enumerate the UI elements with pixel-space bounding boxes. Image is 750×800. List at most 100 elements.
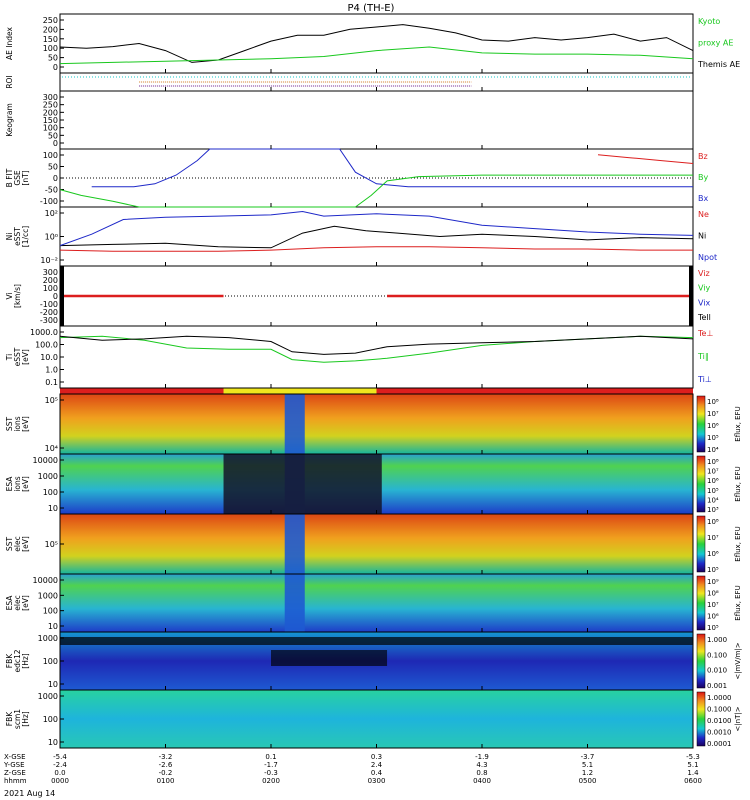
y-tick-label-ae: 250 [43,16,58,25]
y-tick-label-vi: -100 [40,300,58,309]
legend-ni: Ni [698,232,706,241]
y-label-fbk_b: scm1 [13,709,22,729]
spectrogram-sst_i [60,394,693,454]
plot-title: P4 (TH-E) [348,3,395,14]
ephemeris-value: -3.7 [581,753,595,761]
colorbar-label-sst_e: 10⁸ [707,518,719,526]
y-tick-label-bfit: 100 [43,151,58,160]
colorbar-title-esa_e: Eflux, EFU [734,585,742,620]
ephemeris-value: 0600 [684,777,702,785]
legend-ni: Npot [698,253,717,262]
y-label-ti: [eV] [21,349,30,365]
y-label-fbk_b: [Hz] [21,711,30,727]
ephemeris-value: 5.1 [687,761,698,769]
legend-bfit: By [698,173,708,182]
colorbar-label-esa_e: 10⁹ [707,578,719,586]
panel-frame-ae [59,13,694,74]
colorbar-label-esa_i: 10⁶ [707,477,719,485]
ephemeris-value: 0000 [51,777,69,785]
y-label-kp: Keogram [5,103,14,137]
legend-vi: Viy [698,284,711,293]
ephemeris-value: -5.3 [686,753,700,761]
y-tick-label-esa_i: 10 [48,504,58,513]
panel-frame-ni [59,206,694,267]
ephemeris-label: hhmm [4,777,27,785]
series-ni-6 [59,210,694,247]
y-label-bfit: GSE [13,170,22,186]
colorbar-label-fbk_b: 1.0000 [707,694,732,702]
ephemeris-value: 1.2 [582,769,593,777]
y-tick-label-esa_i: 1000 [38,472,58,481]
y-label-fbk_e: [Hz] [21,653,30,669]
colorbar-label-fbk_b: 0.1000 [707,706,732,714]
legend-vi: Tell [697,313,711,322]
date-label: 2021 Aug 14 [4,789,55,798]
y-label-sst_i: ions [13,416,22,431]
y-label-sst_i: SST [5,417,14,432]
ephemeris-value: 0.4 [371,769,383,777]
colorbar-label-fbk_b: 0.0100 [707,717,732,725]
y-label-esa_e: ESA [5,595,14,611]
y-tick-label-kp: 0 [53,139,58,148]
colorbar-label-esa_i: 10⁴ [707,496,719,504]
ephemeris-value: -0.3 [264,769,278,777]
spectrogram-gap-sst_e [284,514,305,574]
y-tick-label-esa_e: 1000 [38,591,58,600]
y-label-roi: ROI [5,75,14,88]
spectrogram-gap-esa_e [284,574,305,632]
colorbar-label-fbk_e: 0.100 [707,651,727,659]
y-tick-label-ti: 1.0 [45,366,58,375]
colorbar-label-sst_i: 10⁶ [707,422,719,430]
legend-ti: Te⊥ [697,329,713,338]
y-label-esa_i: ions [13,476,22,491]
ephemeris-value: 0400 [473,777,491,785]
y-tick-label-bfit: 50 [48,163,58,172]
y-tick-label-ae: 150 [43,35,58,44]
series-ni-7 [59,246,693,252]
y-label-sst_e: [eV] [21,536,30,552]
spectrogram-fbk_b [60,690,693,748]
series-ae-1 [59,46,694,65]
y-tick-label-kp: 200 [43,108,58,117]
ephemeris-value: 0200 [262,777,280,785]
y-label-ti: eSST [13,347,22,366]
y-tick-label-kp: 300 [43,93,58,102]
y-tick-label-bfit: -50 [45,186,58,195]
series-bfit-2 [91,148,693,188]
y-label-ti: Ti [5,354,14,361]
ephemeris-value: -2.6 [159,761,173,769]
ephemeris-label: Z-GSE [4,769,26,777]
legend-ae: Themis AE [697,60,740,69]
ephemeris-value: -5.4 [53,753,67,761]
colorbar-label-fbk_e: 0.010 [707,667,727,675]
ephemeris-value: 5.1 [582,761,593,769]
colorbar-label-esa_e: 10⁶ [707,613,719,621]
series-bfit-4 [597,154,694,164]
y-tick-label-ti: 10.0 [40,353,58,362]
y-tick-label-vi: 300 [43,268,58,277]
colorbar-fbk_b [696,691,706,747]
y-tick-label-esa_e: 10000 [33,576,58,585]
y-tick-label-sst_i: 10⁴ [45,444,58,453]
y-label-vi: [km/s] [13,284,22,308]
colorbar-label-esa_i: 10⁵ [707,487,719,495]
colorbar-title-sst_i: Eflux, EFU [734,406,742,441]
vi-edge-left [60,266,64,326]
y-tick-label-fbk_e: 10 [48,680,58,689]
y-tick-label-ti: 0.1 [45,378,58,387]
colorbar-fbk_e [696,633,706,689]
y-tick-label-ni: 10⁰ [45,233,58,242]
ephemeris-value: 2.4 [371,761,383,769]
series-ae-0 [59,24,694,63]
colorbar-label-fbk_b: 0.0010 [707,729,732,737]
y-tick-label-fbk_b: 10 [48,738,58,747]
ephemeris-value: 0.0 [54,769,65,777]
colorbar-label-sst_e: 10⁶ [707,550,719,558]
y-tick-label-bfit: 0 [53,174,58,183]
legend-bfit: Bx [698,194,708,203]
y-tick-label-vi: -200 [40,308,58,317]
colorbar-sst_i [696,395,706,453]
colorbar-label-sst_i: 10⁵ [707,434,719,442]
y-tick-label-fbk_b: 1000 [38,692,58,701]
